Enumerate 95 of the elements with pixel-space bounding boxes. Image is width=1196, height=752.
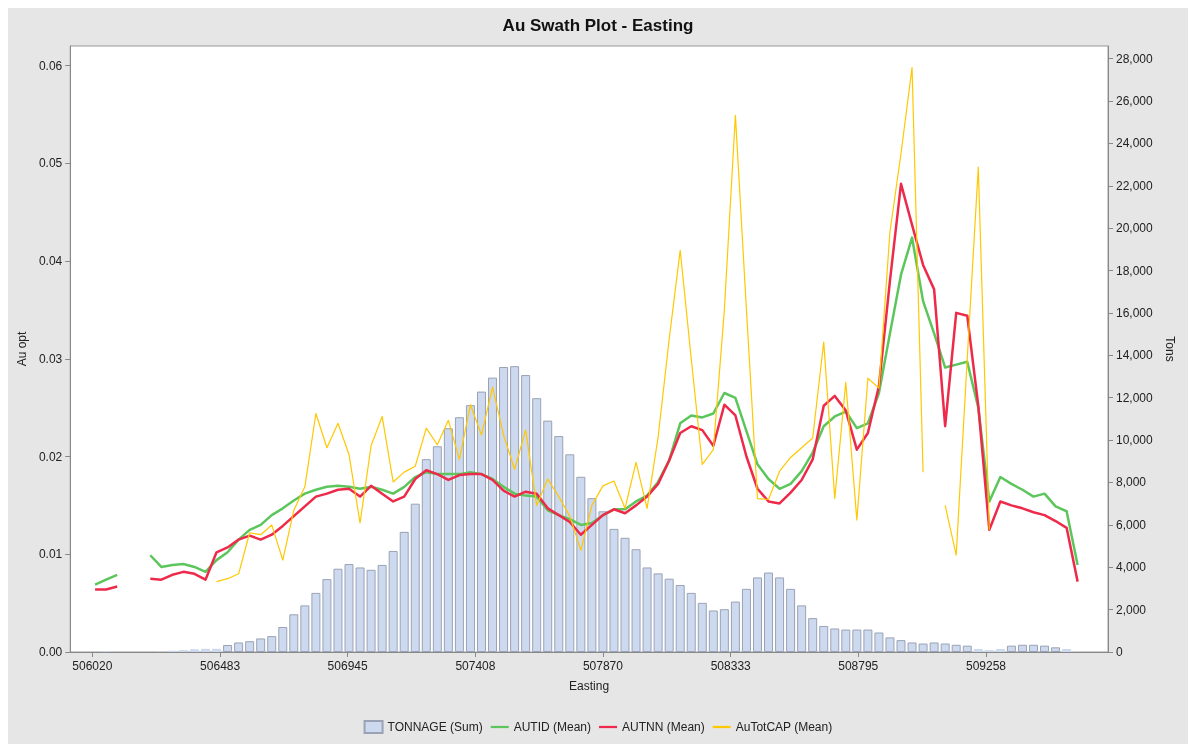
y2-tick-label: 14,000 [1116,348,1154,363]
y2-tick-label: 4,000 [1116,560,1147,575]
bar [819,625,829,652]
bar [1062,649,1072,652]
y-tick-label: 0.03 [38,351,63,366]
bar [1040,645,1050,652]
bar [521,375,531,652]
bar [697,602,707,652]
bar [223,645,233,652]
bar [543,420,553,652]
bar [940,643,950,652]
y2-tick-label: 20,000 [1116,221,1154,236]
legend-label: AUTNN (Mean) [622,720,705,734]
bar [951,644,961,652]
x-axis-title: Easting [569,679,610,693]
bar [786,588,796,652]
y-tick-label: 0.00 [38,645,63,659]
bar [973,649,983,652]
bar [421,459,431,652]
x-tick-label: 509258 [965,659,1007,673]
bar [1051,647,1061,652]
y2-tick-label: 28,000 [1116,51,1154,66]
bar [675,585,685,652]
x-tick-label: 506020 [72,659,113,673]
bar [510,366,520,652]
x-tick-label: 508333 [710,659,752,673]
bar [532,398,542,652]
y-tick-label: 0.02 [38,449,63,464]
bar [410,503,420,652]
bar [741,588,751,652]
bar [1006,645,1016,652]
x-tick-label: 506483 [200,659,241,673]
bar [399,531,409,652]
bar [256,638,266,652]
y2-tick-label: 6,000 [1116,517,1147,532]
y2-tick-label: 26,000 [1116,94,1154,109]
bar [443,428,453,652]
x-tick-label: 507870 [582,659,624,673]
bar [764,572,774,652]
y-tick-label: 0.05 [38,156,63,171]
bar [554,436,564,652]
bar [488,377,498,652]
y2-tick-label: 22,000 [1116,178,1154,193]
bar [476,391,486,652]
legend-label: AuTotCAP (Mean) [735,720,833,734]
y2-tick-label: 8,000 [1116,475,1147,490]
x-tick-label: 507408 [455,659,496,673]
bar [576,476,586,652]
bar [686,592,696,652]
x-tick-label: 508795 [838,659,879,673]
bar [752,577,762,652]
y-axis-title: Au opt [15,330,29,367]
bar [775,577,785,652]
y2-tick-label: 18,000 [1116,263,1154,278]
bar [267,636,277,652]
y-tick-label: 0.06 [38,58,63,73]
y-tick-label: 0.01 [38,547,63,562]
bar [664,578,674,652]
bar [289,614,299,652]
bar [995,649,1005,652]
bar [212,648,222,652]
bar [432,446,442,652]
y2-tick-label: 16,000 [1116,305,1154,320]
legend-label: TONNAGE (Sum) [387,720,483,734]
y2-axis-title: Tons [1162,336,1177,362]
bar [245,641,255,652]
bar [852,629,862,652]
bar [1028,644,1038,652]
bar [1017,644,1027,652]
bar [797,605,807,652]
bar [200,648,210,652]
bar [962,645,972,652]
bar [499,367,509,652]
bar [719,609,729,652]
bar [278,627,288,652]
bar [189,649,199,652]
y-tick-label: 0.04 [38,254,63,269]
y2-tick-label: 12,000 [1116,390,1154,405]
legend-label: AUTID (Mean) [513,720,592,734]
x-tick-label: 506945 [327,659,368,673]
bar [454,417,464,652]
bar [234,642,244,652]
bar [730,601,740,652]
y2-tick-label: 24,000 [1116,136,1154,151]
y2-tick-label: 2,000 [1116,602,1147,617]
bar [708,610,718,652]
bar [830,628,840,652]
bar [565,454,575,652]
y2-tick-label: 10,000 [1116,433,1154,448]
bar [808,618,818,652]
bar [841,629,851,652]
bar [465,405,475,652]
bar [388,550,398,652]
y2-tick-label: 0 [1116,645,1123,659]
chart-title: Au Swath Plot - Easting [502,16,694,35]
